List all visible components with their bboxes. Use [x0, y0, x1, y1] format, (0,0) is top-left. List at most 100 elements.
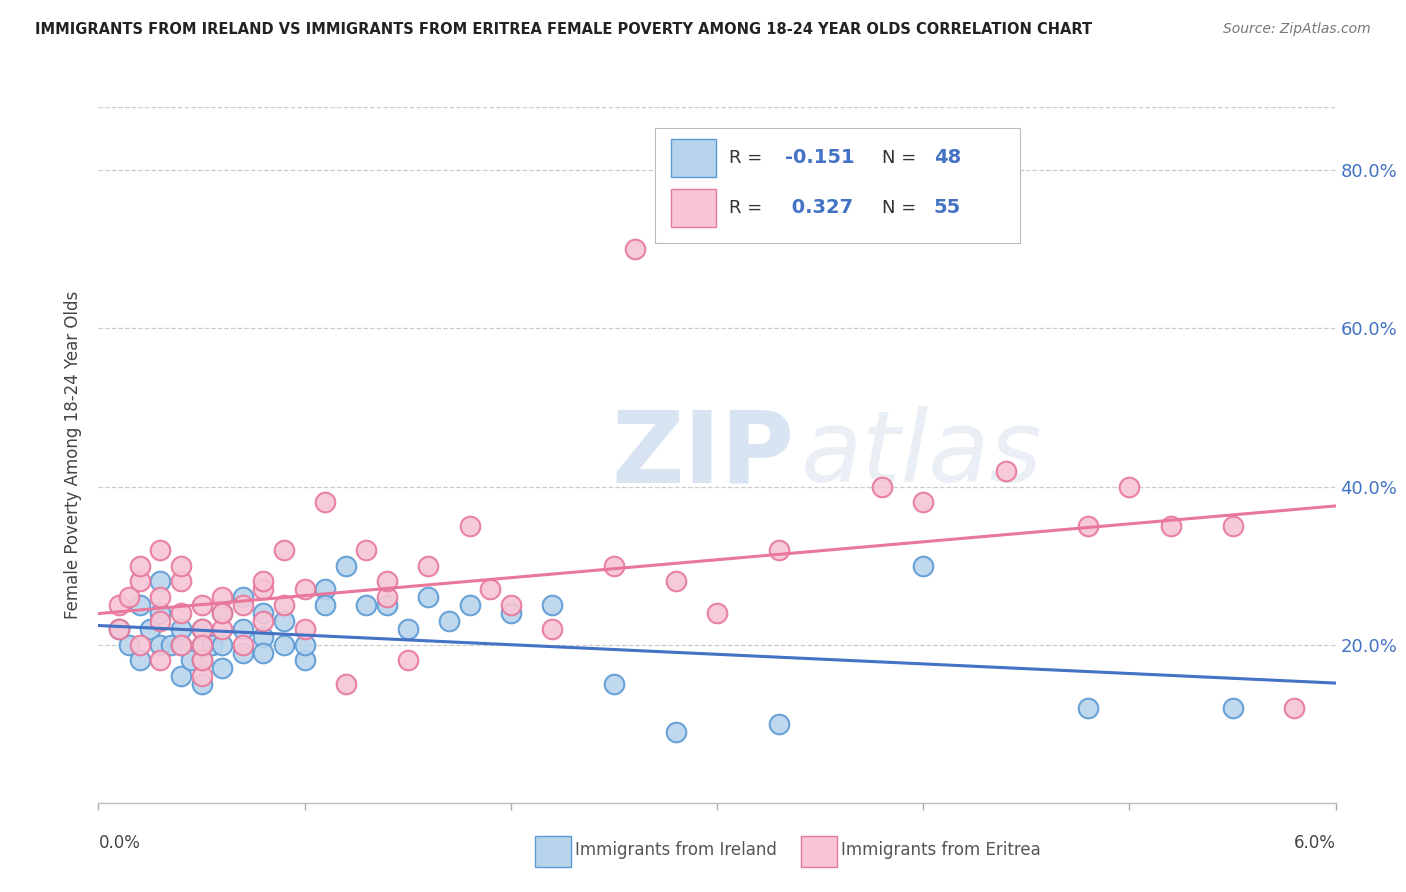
FancyBboxPatch shape — [536, 836, 571, 867]
Point — [768, 542, 790, 557]
Point — [149, 591, 172, 605]
Point — [128, 558, 150, 573]
Point — [437, 614, 460, 628]
Point — [211, 606, 233, 620]
Point — [294, 622, 316, 636]
Point — [190, 638, 212, 652]
FancyBboxPatch shape — [801, 836, 837, 867]
Point — [118, 638, 141, 652]
Point — [541, 598, 564, 612]
Text: 0.0%: 0.0% — [98, 834, 141, 852]
Point — [232, 638, 254, 652]
Text: Immigrants from Eritrea: Immigrants from Eritrea — [841, 841, 1040, 859]
Point — [190, 653, 212, 667]
Text: 6.0%: 6.0% — [1294, 834, 1336, 852]
FancyBboxPatch shape — [671, 189, 716, 227]
Point — [273, 598, 295, 612]
Point — [375, 591, 398, 605]
Text: Immigrants from Ireland: Immigrants from Ireland — [575, 841, 776, 859]
Point — [190, 622, 212, 636]
Point — [912, 495, 935, 509]
Point — [149, 606, 172, 620]
Point — [252, 574, 274, 589]
FancyBboxPatch shape — [655, 128, 1021, 243]
Point — [356, 598, 378, 612]
Point — [211, 638, 233, 652]
Point — [128, 574, 150, 589]
Text: N =: N = — [882, 149, 921, 167]
Point — [1284, 701, 1306, 715]
Point — [623, 243, 645, 257]
Point — [375, 598, 398, 612]
Point — [541, 622, 564, 636]
Text: IMMIGRANTS FROM IRELAND VS IMMIGRANTS FROM ERITREA FEMALE POVERTY AMONG 18-24 YE: IMMIGRANTS FROM IRELAND VS IMMIGRANTS FR… — [35, 22, 1092, 37]
Point — [396, 653, 419, 667]
Point — [335, 558, 357, 573]
Text: Source: ZipAtlas.com: Source: ZipAtlas.com — [1223, 22, 1371, 37]
Point — [159, 638, 181, 652]
Point — [356, 542, 378, 557]
Point — [108, 598, 131, 612]
Point — [665, 574, 688, 589]
Point — [396, 622, 419, 636]
Point — [912, 558, 935, 573]
Point — [128, 653, 150, 667]
Point — [190, 598, 212, 612]
Point — [211, 661, 233, 675]
Point — [190, 677, 212, 691]
Text: R =: R = — [730, 149, 769, 167]
Point — [768, 716, 790, 731]
Point — [1222, 701, 1244, 715]
Point — [1077, 701, 1099, 715]
Point — [499, 598, 522, 612]
Point — [232, 622, 254, 636]
Point — [294, 653, 316, 667]
Point — [252, 582, 274, 597]
Text: ZIP: ZIP — [612, 407, 794, 503]
Text: N =: N = — [882, 199, 921, 217]
Point — [994, 464, 1017, 478]
Point — [149, 574, 172, 589]
Point — [273, 542, 295, 557]
Point — [458, 519, 481, 533]
Point — [314, 495, 336, 509]
Point — [458, 598, 481, 612]
Point — [479, 582, 502, 597]
Point — [149, 542, 172, 557]
Point — [211, 622, 233, 636]
Point — [108, 622, 131, 636]
Point — [1160, 519, 1182, 533]
Text: 55: 55 — [934, 198, 960, 218]
Y-axis label: Female Poverty Among 18-24 Year Olds: Female Poverty Among 18-24 Year Olds — [65, 291, 83, 619]
Point — [149, 638, 172, 652]
Point — [314, 598, 336, 612]
Point — [1222, 519, 1244, 533]
Point — [335, 677, 357, 691]
Point — [1077, 519, 1099, 533]
Point — [128, 598, 150, 612]
Point — [294, 638, 316, 652]
Point — [108, 622, 131, 636]
Point — [211, 606, 233, 620]
Text: 48: 48 — [934, 148, 960, 168]
Text: -0.151: -0.151 — [785, 148, 855, 168]
Point — [170, 669, 193, 683]
Point — [139, 622, 162, 636]
Point — [252, 606, 274, 620]
Point — [201, 638, 224, 652]
Point — [273, 638, 295, 652]
Point — [170, 638, 193, 652]
Point — [190, 653, 212, 667]
Point — [180, 653, 202, 667]
Point — [273, 614, 295, 628]
Point — [170, 638, 193, 652]
Point — [665, 724, 688, 739]
Point — [603, 558, 626, 573]
Point — [252, 614, 274, 628]
Point — [128, 638, 150, 652]
Point — [418, 558, 440, 573]
FancyBboxPatch shape — [671, 139, 716, 177]
Point — [314, 582, 336, 597]
Point — [499, 606, 522, 620]
Point — [252, 646, 274, 660]
